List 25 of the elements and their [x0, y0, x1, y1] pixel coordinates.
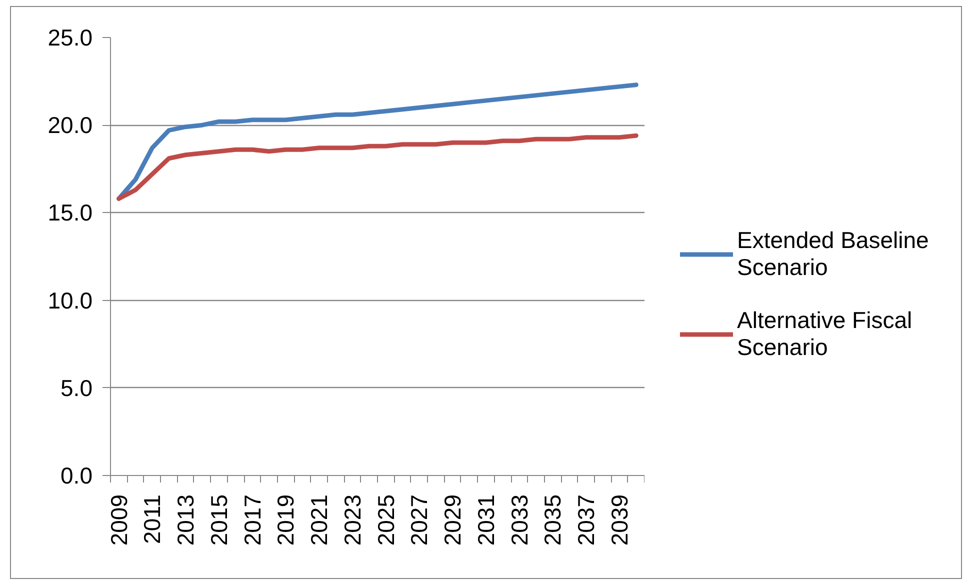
y-tick-label: 25.0 [48, 24, 92, 50]
x-tick-label: 2017 [239, 494, 266, 546]
legend-label: Extended Baseline Scenario [737, 227, 929, 281]
x-tick-label: 2021 [306, 494, 332, 546]
x-tick-label: 2033 [506, 494, 532, 546]
x-tick-label: 2037 [573, 494, 600, 546]
x-tick-label: 2027 [406, 494, 432, 546]
x-tick-label: 2019 [272, 494, 299, 546]
x-tick-label: 2013 [172, 494, 199, 546]
line-series [116, 133, 638, 201]
y-tick-label: 20.0 [48, 112, 92, 138]
x-tick-label: 2031 [472, 494, 499, 546]
x-tick-label: 2029 [440, 494, 466, 546]
x-tick-label: 2009 [106, 494, 132, 546]
y-tick-label: 5.0 [60, 374, 93, 401]
x-tick-label: 2015 [206, 494, 232, 546]
legend-label: Alternative Fiscal Scenario [737, 307, 912, 361]
x-tick-label: 2035 [540, 494, 566, 546]
y-tick-label: 0.0 [60, 462, 93, 488]
y-tick-label: 15.0 [48, 200, 92, 226]
x-tick-label: 2039 [606, 494, 632, 546]
y-tick-label: 10.0 [48, 287, 92, 314]
x-tick-label: 2025 [372, 494, 399, 546]
x-tick-label: 2011 [139, 494, 166, 544]
x-tick-label: 2023 [339, 494, 366, 546]
